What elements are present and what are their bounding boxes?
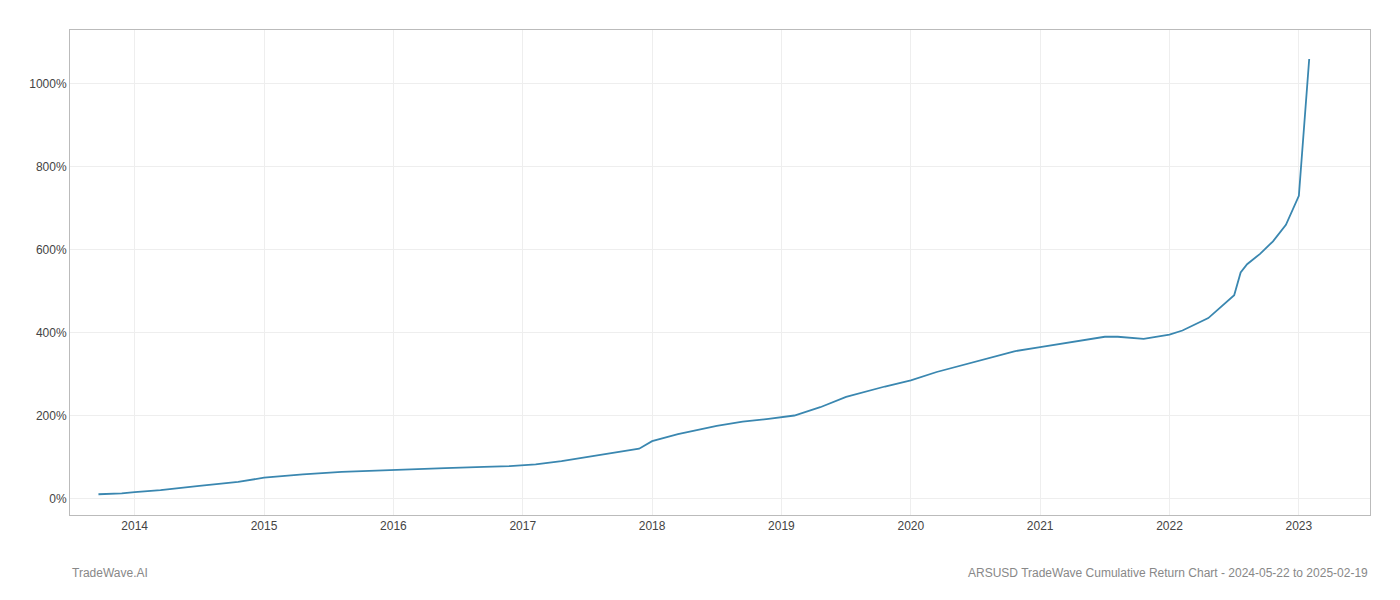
svg-text:0%: 0% — [49, 492, 67, 506]
svg-text:2017: 2017 — [509, 519, 536, 533]
svg-text:2016: 2016 — [380, 519, 407, 533]
svg-text:2023: 2023 — [1286, 519, 1313, 533]
svg-text:400%: 400% — [36, 326, 67, 340]
svg-text:1000%: 1000% — [29, 77, 67, 91]
svg-text:2019: 2019 — [768, 519, 795, 533]
svg-text:2020: 2020 — [897, 519, 924, 533]
svg-text:800%: 800% — [36, 160, 67, 174]
svg-text:2022: 2022 — [1156, 519, 1183, 533]
svg-text:200%: 200% — [36, 409, 67, 423]
svg-text:2014: 2014 — [121, 519, 148, 533]
svg-text:ARSUSD TradeWave Cumulative Re: ARSUSD TradeWave Cumulative Return Chart… — [968, 566, 1368, 580]
svg-text:2021: 2021 — [1027, 519, 1054, 533]
svg-text:600%: 600% — [36, 243, 67, 257]
svg-text:TradeWave.AI: TradeWave.AI — [72, 566, 148, 580]
svg-text:2015: 2015 — [251, 519, 278, 533]
svg-text:2018: 2018 — [639, 519, 666, 533]
